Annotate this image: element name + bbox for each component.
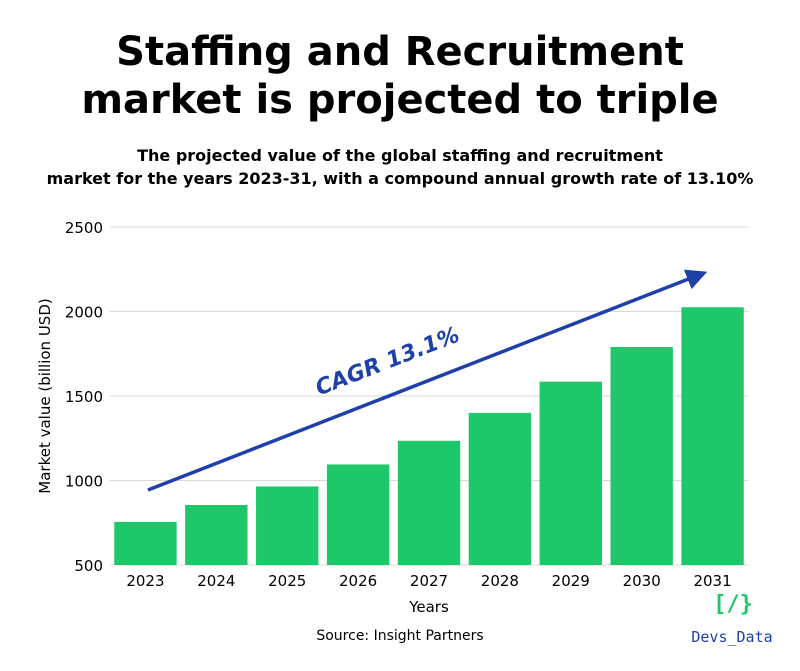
bar — [539, 381, 602, 565]
y-tick-label: 1000 — [65, 473, 103, 491]
y-tick-label: 2000 — [65, 304, 103, 322]
bar — [326, 464, 390, 565]
x-tick-label: 2027 — [410, 572, 448, 590]
y-tick-label: 2500 — [65, 219, 103, 237]
y-tick-label: 1500 — [65, 388, 103, 406]
bar — [114, 521, 177, 565]
y-tick-label: 500 — [74, 557, 103, 575]
y-axis-label: Market value (billion USD) — [36, 298, 54, 493]
x-tick-label: 2025 — [268, 572, 306, 590]
brand-logo-icon: [/} — [713, 592, 753, 617]
x-tick-label: 2023 — [126, 572, 164, 590]
bar — [468, 412, 532, 565]
source-note: Source: Insight Partners — [316, 628, 484, 644]
title-line-2: market is projected to triple — [81, 77, 719, 123]
x-axis-label: Years — [408, 598, 449, 616]
page-subtitle: The projected value of the global staffi… — [0, 144, 800, 190]
title-line-1: Staffing and Recruitment — [116, 29, 684, 75]
x-tick-label: 2029 — [552, 572, 590, 590]
bar — [256, 486, 319, 565]
x-tick-label: 2030 — [623, 572, 661, 590]
trend-arrow — [147, 269, 708, 492]
x-tick-label: 2028 — [481, 572, 519, 590]
bar — [397, 440, 461, 565]
subtitle-line-2: market for the years 2023-31, with a com… — [46, 169, 754, 188]
bar — [681, 307, 744, 565]
x-tick-label: 2026 — [339, 572, 377, 590]
brand-name: Devs_Data — [691, 628, 773, 646]
x-tick-label: 2031 — [693, 572, 731, 590]
cagr-annotation: CAGR 13.1% — [312, 323, 463, 402]
page-title: Staffing and Recruitment market is proje… — [0, 28, 800, 124]
x-tick-label: 2024 — [197, 572, 235, 590]
subtitle-line-1: The projected value of the global staffi… — [137, 146, 663, 165]
bar — [185, 505, 248, 565]
bar — [610, 346, 673, 565]
